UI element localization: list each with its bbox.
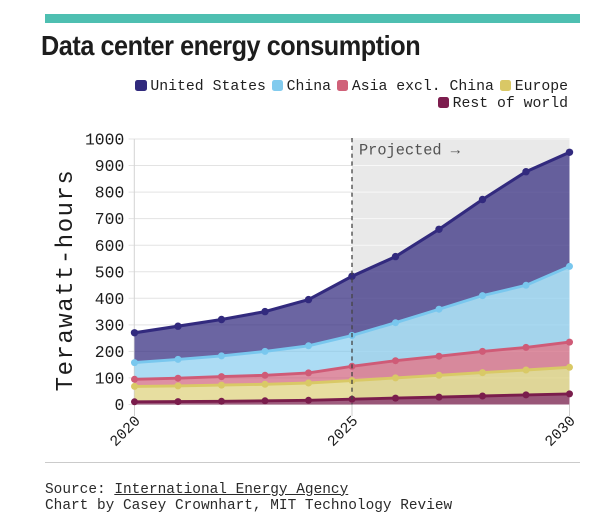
svg-text:Projected →: Projected → — [359, 142, 461, 160]
svg-text:Terawatt-hours: Terawatt-hours — [53, 169, 80, 392]
svg-text:2030: 2030 — [542, 413, 579, 450]
svg-text:200: 200 — [95, 343, 125, 362]
svg-text:600: 600 — [95, 237, 125, 256]
svg-text:2020: 2020 — [107, 413, 144, 450]
svg-text:500: 500 — [95, 263, 125, 282]
svg-text:700: 700 — [95, 210, 125, 229]
svg-text:0: 0 — [114, 396, 124, 415]
svg-text:900: 900 — [95, 157, 125, 176]
svg-text:400: 400 — [95, 290, 125, 309]
svg-text:1000: 1000 — [85, 131, 124, 150]
svg-text:100: 100 — [95, 370, 125, 389]
svg-text:300: 300 — [95, 317, 125, 336]
svg-text:2025: 2025 — [325, 413, 362, 450]
svg-text:800: 800 — [95, 184, 125, 203]
